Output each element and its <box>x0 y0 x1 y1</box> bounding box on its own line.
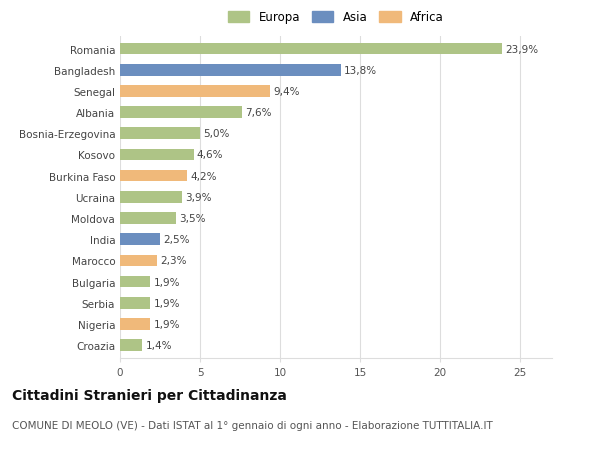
Bar <box>120 319 151 330</box>
Text: 2,3%: 2,3% <box>160 256 187 266</box>
Text: 2,5%: 2,5% <box>163 235 190 245</box>
Bar <box>120 107 242 118</box>
Bar <box>120 44 502 55</box>
Text: 9,4%: 9,4% <box>274 87 300 97</box>
Bar <box>120 255 157 267</box>
Bar <box>120 234 160 246</box>
Text: 1,4%: 1,4% <box>146 340 172 350</box>
Text: COMUNE DI MEOLO (VE) - Dati ISTAT al 1° gennaio di ogni anno - Elaborazione TUTT: COMUNE DI MEOLO (VE) - Dati ISTAT al 1° … <box>12 420 493 430</box>
Bar <box>120 340 142 351</box>
Bar <box>120 170 187 182</box>
Bar <box>120 128 200 140</box>
Bar <box>120 213 176 224</box>
Bar <box>120 297 151 309</box>
Bar <box>120 191 182 203</box>
Text: 3,5%: 3,5% <box>179 213 206 224</box>
Text: 1,9%: 1,9% <box>154 277 180 287</box>
Text: 4,6%: 4,6% <box>197 150 223 160</box>
Text: 23,9%: 23,9% <box>506 45 539 55</box>
Text: 7,6%: 7,6% <box>245 108 271 118</box>
Text: 1,9%: 1,9% <box>154 298 180 308</box>
Bar <box>120 276 151 288</box>
Legend: Europa, Asia, Africa: Europa, Asia, Africa <box>228 11 444 24</box>
Bar <box>120 65 341 76</box>
Text: 5,0%: 5,0% <box>203 129 230 139</box>
Text: 3,9%: 3,9% <box>185 192 212 202</box>
Text: 13,8%: 13,8% <box>344 66 377 76</box>
Text: 1,9%: 1,9% <box>154 319 180 329</box>
Text: Cittadini Stranieri per Cittadinanza: Cittadini Stranieri per Cittadinanza <box>12 388 287 402</box>
Text: 4,2%: 4,2% <box>190 171 217 181</box>
Bar <box>120 86 271 97</box>
Bar <box>120 149 194 161</box>
